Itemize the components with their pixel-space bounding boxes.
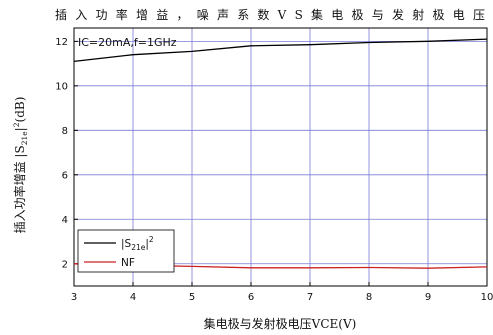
y-tick-label: 4 — [62, 215, 68, 226]
y-tick-label: 12 — [55, 37, 68, 48]
series-line-s21 — [73, 38, 488, 63]
x-tick-label: 6 — [248, 292, 254, 303]
y-tick-label: 6 — [62, 170, 68, 181]
y-tick-label: 10 — [55, 81, 68, 92]
x-tick-label: 7 — [307, 292, 313, 303]
chart-title: 插入功率增益，噪声系数VS集电极与发射极电压 — [55, 7, 485, 22]
x-tick-label: 5 — [189, 292, 195, 303]
axis-ticks: 3 4 5 6 7 8 9 10 2 4 6 8 10 12 — [55, 37, 493, 303]
x-tick-label: 4 — [130, 292, 136, 303]
legend: |S21e|2 NF — [77, 229, 175, 273]
plot-frame — [73, 27, 488, 287]
condition-annotation: IC=20mA,f=1GHz — [78, 36, 177, 49]
x-tick-label: 8 — [366, 292, 372, 303]
legend-label-nf: NF — [121, 257, 135, 269]
x-tick-label: 10 — [481, 292, 493, 303]
legend-box — [77, 229, 175, 273]
y-axis-label: 插入功率增益 |S21e|2(dB) — [12, 97, 29, 234]
x-axis-label: 集电极与发射极电压VCE(V) — [204, 316, 357, 331]
y-tick-label: 8 — [62, 126, 68, 137]
y-tick-label: 2 — [62, 259, 68, 270]
x-tick-label: 3 — [71, 292, 77, 303]
legend-label-s21: |S21e|2 — [121, 235, 154, 252]
x-tick-label: 9 — [425, 292, 431, 303]
